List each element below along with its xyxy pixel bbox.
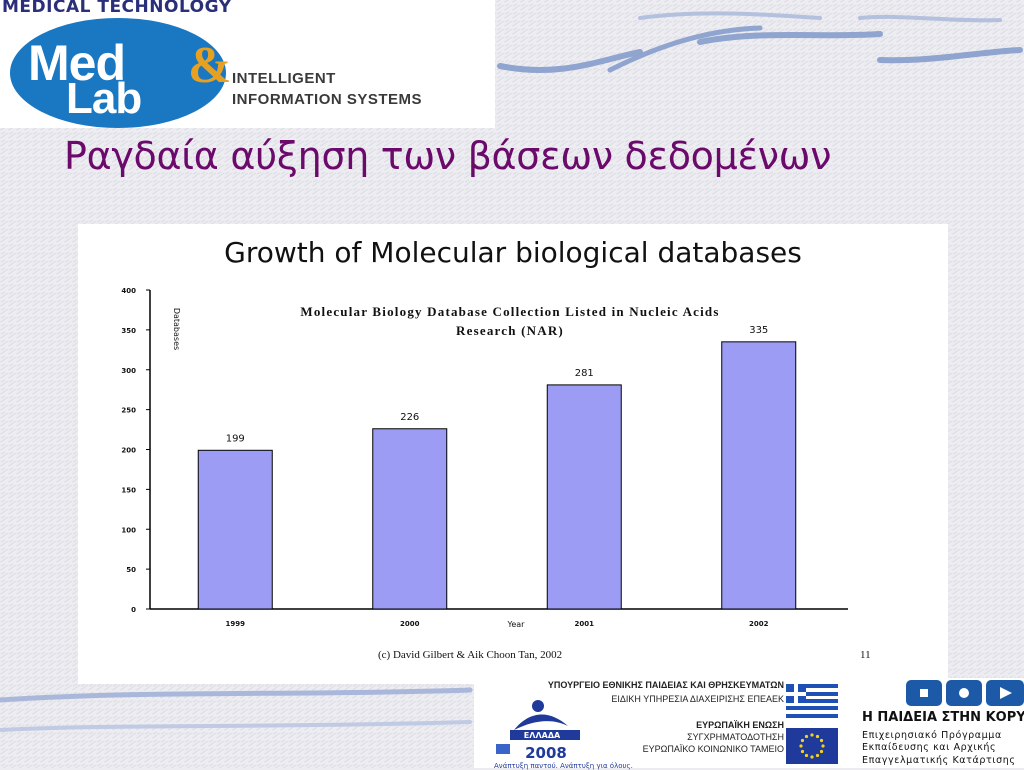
- ministry-line-2: ΕΙΔΙΚΗ ΥΠΗΡΕΣΙΑ ΔΙΑΧΕΙΡΙΣΗΣ ΕΠΕΑΕΚ: [611, 694, 784, 704]
- eu-star: [804, 753, 809, 758]
- y-tick-label: 0: [131, 606, 136, 614]
- paideia-line-2: Εκπαίδευσης και Αρχικής: [862, 742, 997, 753]
- y-tick-label: 200: [121, 447, 136, 455]
- logo-lab: Lab: [66, 74, 142, 123]
- x-tick-label: 2002: [749, 620, 769, 628]
- data-label: 226: [400, 412, 419, 423]
- bar: [197, 449, 273, 610]
- eu-star: [810, 755, 814, 759]
- logo-disc: [10, 18, 226, 128]
- eu-star: [819, 738, 824, 743]
- chart-subtitle-line-2: Research (NAR): [456, 323, 564, 338]
- ministry-line-1: ΥΠΟΥΡΓΕΙΟ ΕΘΝΙΚΗΣ ΠΑΙΔΕΙΑΣ ΚΑΙ ΘΡΗΣΚΕΥΜΑ…: [547, 680, 784, 690]
- chart-panel: Growth of Molecular biological databases…: [78, 224, 948, 684]
- y-tick-label: 400: [121, 287, 136, 295]
- greece-2008-logo: ΕΛΛΑΔΑ 2008 Ανάπτυξη παντού. Ανάπτυξη γι…: [494, 696, 633, 770]
- y-tick-label: 250: [121, 407, 136, 415]
- y-tick-label: 100: [121, 526, 136, 534]
- medlab-logo: MEDICAL TECHNOLOGY Med Lab & INTELLIGENT…: [0, 0, 495, 128]
- slide-title: Ραγδαία αύξηση των βάσεων δεδομένων: [64, 134, 832, 178]
- eu-line-3: ΕΥΡΩΠΑΪΚΟ ΚΟΙΝΩΝΙΚΟ ΤΑΜΕΙΟ: [642, 744, 784, 754]
- paideia-title: Η ΠΑΙΔΕΙΑ ΣΤΗΝ ΚΟΡΥΦΗ: [862, 710, 1024, 725]
- greece-label: ΕΛΛΑΔΑ: [524, 731, 561, 740]
- eu-star: [800, 749, 805, 754]
- y-axis-label: Databases: [172, 308, 181, 350]
- logo-arc-text: MEDICAL TECHNOLOGY: [2, 0, 232, 17]
- y-tick-label: 150: [121, 486, 136, 494]
- chart-title: Growth of Molecular biological databases: [224, 236, 802, 269]
- swoosh-decoration: [0, 11, 1023, 732]
- data-label: 199: [226, 433, 245, 444]
- x-axis-label: Year: [507, 620, 526, 629]
- eu-line-2: ΣΥΓΧΡΗΜΑΤΟΔΟΤΗΣΗ: [687, 732, 784, 742]
- chart-subtitle-line-1: Molecular Biology Database Collection Li…: [300, 304, 719, 319]
- eu-star: [815, 753, 820, 758]
- plot-area: 0 50 100 150 200 250 300 350 400 199 1999 226 2000 28…: [121, 287, 848, 628]
- eu-flag: [786, 728, 838, 764]
- x-tick-label: 2001: [575, 620, 595, 628]
- y-tick-label: 350: [121, 327, 136, 335]
- eu-line-1: ΕΥΡΩΠΑΪΚΗ ΕΝΩΣΗ: [696, 720, 784, 730]
- data-label: 281: [575, 368, 594, 379]
- x-tick-label: 1999: [226, 620, 246, 628]
- eu-star: [804, 734, 809, 739]
- chart-credit: (c) David Gilbert & Aik Choon Tan, 2002: [378, 649, 562, 661]
- paideia-line-3: Επαγγελματικής Κατάρτισης: [862, 755, 1016, 766]
- greece-year: 2008: [525, 744, 567, 760]
- bar: [372, 428, 448, 610]
- logo-information-systems: INFORMATION SYSTEMS: [232, 91, 423, 108]
- eu-star: [819, 749, 824, 754]
- greece-slogan: Ανάπτυξη παντού. Ανάπτυξη για όλους.: [494, 762, 633, 770]
- eu-star: [799, 744, 803, 748]
- eu-star: [815, 734, 820, 739]
- paideia-icons: [906, 680, 1024, 706]
- x-tick-label: 2000: [400, 620, 420, 628]
- bar: [721, 341, 797, 610]
- y-tick-label: 50: [126, 566, 136, 574]
- greek-flag: [786, 684, 838, 718]
- eu-star: [810, 733, 814, 737]
- sponsor-strip: ΕΛΛΑΔΑ 2008 Ανάπτυξη παντού. Ανάπτυξη γι…: [474, 678, 1024, 770]
- y-tick-label: 300: [121, 367, 136, 375]
- data-label: 335: [749, 325, 768, 336]
- logo-med: Med: [28, 35, 126, 91]
- paideia-line-1: Επιχειρησιακό Πρόγραμμα: [862, 730, 1002, 741]
- eu-star: [821, 744, 825, 748]
- bar: [546, 384, 622, 610]
- bar-chart: Growth of Molecular biological databases…: [121, 236, 871, 661]
- page-number: 11: [860, 649, 871, 661]
- logo-intelligent: INTELLIGENT: [232, 70, 336, 87]
- eu-star: [800, 738, 805, 743]
- logo-ampersand: &: [188, 37, 232, 94]
